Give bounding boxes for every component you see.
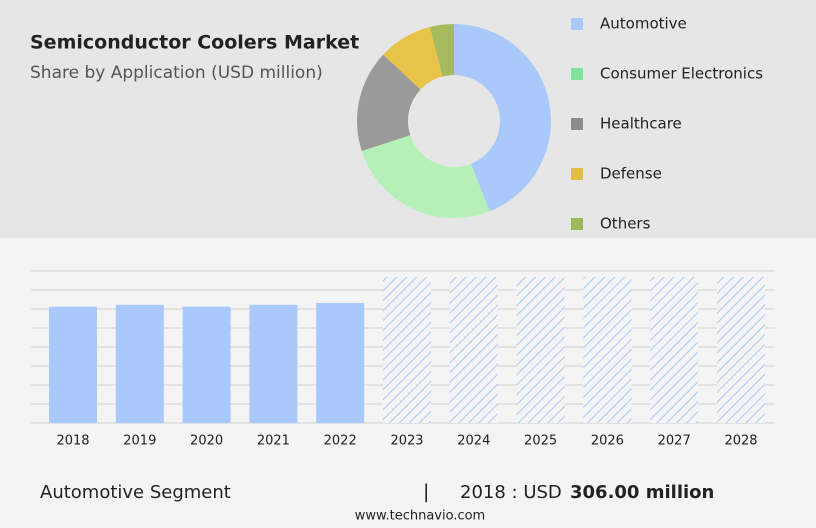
legend-swatch [571,218,583,230]
donut-segment [429,24,454,77]
chart-title: Semiconductor Coolers Market [30,32,359,54]
segment-label: Automotive Segment [40,482,231,503]
forecast-placeholder [449,277,498,423]
donut-segment [361,135,490,218]
x-tick-label: 2026 [591,434,624,449]
legend-label: Others [600,215,651,233]
legend-swatch [571,118,583,130]
x-tick-label: 2024 [457,434,490,449]
legend-swatch [571,168,583,180]
legend-label: Automotive [600,15,687,33]
x-tick-label: 2020 [190,434,223,449]
x-tick-label: 2023 [390,434,423,449]
year-label: 2018 : USD [460,482,562,503]
x-tick-label: 2022 [324,434,357,449]
x-tick-label: 2025 [524,434,557,449]
legend-label: Consumer Electronics [600,65,763,83]
legend-swatch [571,68,583,80]
value-label: 306.00 million [570,482,714,503]
x-tick-label: 2019 [123,434,156,449]
chart-subtitle: Share by Application (USD million) [30,63,323,83]
bar [182,306,231,423]
donut-segment [357,54,421,151]
forecast-placeholder [583,277,632,423]
forecast-placeholder [383,277,431,423]
legend-label: Defense [600,165,662,183]
bar [49,306,97,423]
donut-segment [454,24,551,212]
forecast-placeholder [516,277,565,423]
x-tick-label: 2028 [724,434,757,449]
x-tick-label: 2027 [658,434,691,449]
legend-swatch [571,18,583,30]
donut-segment [383,27,443,90]
forecast-placeholder [650,277,699,423]
bar [115,304,164,423]
legend-label: Healthcare [600,115,682,133]
x-tick-label: 2018 [56,434,89,449]
x-tick-label: 2021 [257,434,290,449]
bar [316,302,365,423]
source: www.technavio.com [355,509,485,524]
forecast-placeholder [717,277,765,423]
separator: | [423,481,429,503]
bar [249,304,298,423]
